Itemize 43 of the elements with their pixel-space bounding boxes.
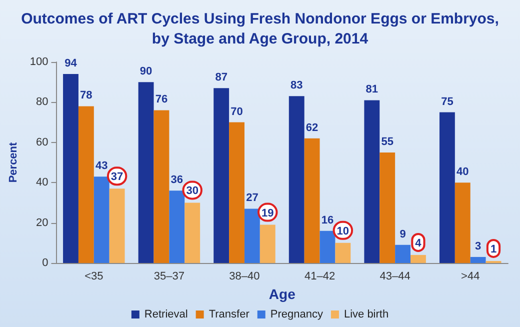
y-tick-label: 80 — [36, 96, 48, 108]
chart-title: Outcomes of ART Cycles Using Fresh Nondonor Eggs or Embryos, by Stage and Age Group, 2014 — [21, 10, 499, 48]
legend-label: Transfer — [208, 308, 250, 320]
x-tick-label: >44 — [461, 270, 480, 282]
x-tick-label: 41–42 — [304, 270, 336, 282]
data-label: 1 — [490, 243, 497, 256]
data-label: 4 — [415, 237, 422, 250]
y-axis-title: Percent — [8, 142, 20, 183]
data-label: 43 — [95, 160, 108, 172]
data-label: 9 — [400, 228, 406, 240]
data-label: 78 — [80, 90, 92, 102]
data-label: 36 — [170, 174, 184, 186]
x-axis-title: Age — [268, 286, 296, 302]
y-tick-label: 60 — [36, 136, 48, 148]
legend-label: Retrieval — [144, 308, 188, 320]
x-tick-label: 38–40 — [229, 270, 260, 282]
data-label: 62 — [306, 122, 318, 134]
data-label: 87 — [215, 72, 228, 84]
data-label: 83 — [290, 80, 303, 92]
data-label: 94 — [64, 58, 78, 70]
y-tick-label: 0 — [42, 257, 48, 269]
legend-label: Pregnancy — [270, 308, 324, 320]
y-tick-label: 40 — [36, 176, 48, 189]
data-label: 90 — [140, 66, 152, 78]
data-label: 30 — [186, 185, 198, 198]
x-tick-label: 43–44 — [380, 270, 410, 282]
x-tick-label: <35 — [84, 270, 104, 282]
data-label: 75 — [441, 96, 454, 108]
x-tick-label: 35–37 — [154, 270, 184, 282]
data-label: 81 — [366, 84, 378, 96]
data-label: 70 — [230, 106, 243, 118]
data-label: 37 — [110, 171, 124, 184]
y-tick-label: 100 — [30, 56, 48, 68]
legend-label: Live birth — [344, 308, 389, 320]
data-label: 10 — [336, 225, 350, 238]
data-label: 19 — [262, 207, 274, 220]
data-label: 40 — [456, 166, 469, 178]
y-tick-label: 20 — [36, 216, 48, 229]
data-label: 55 — [381, 136, 394, 148]
data-label: 27 — [246, 192, 258, 204]
data-label: 16 — [321, 214, 334, 226]
data-label: 3 — [475, 240, 482, 252]
data-label: 76 — [155, 94, 168, 106]
